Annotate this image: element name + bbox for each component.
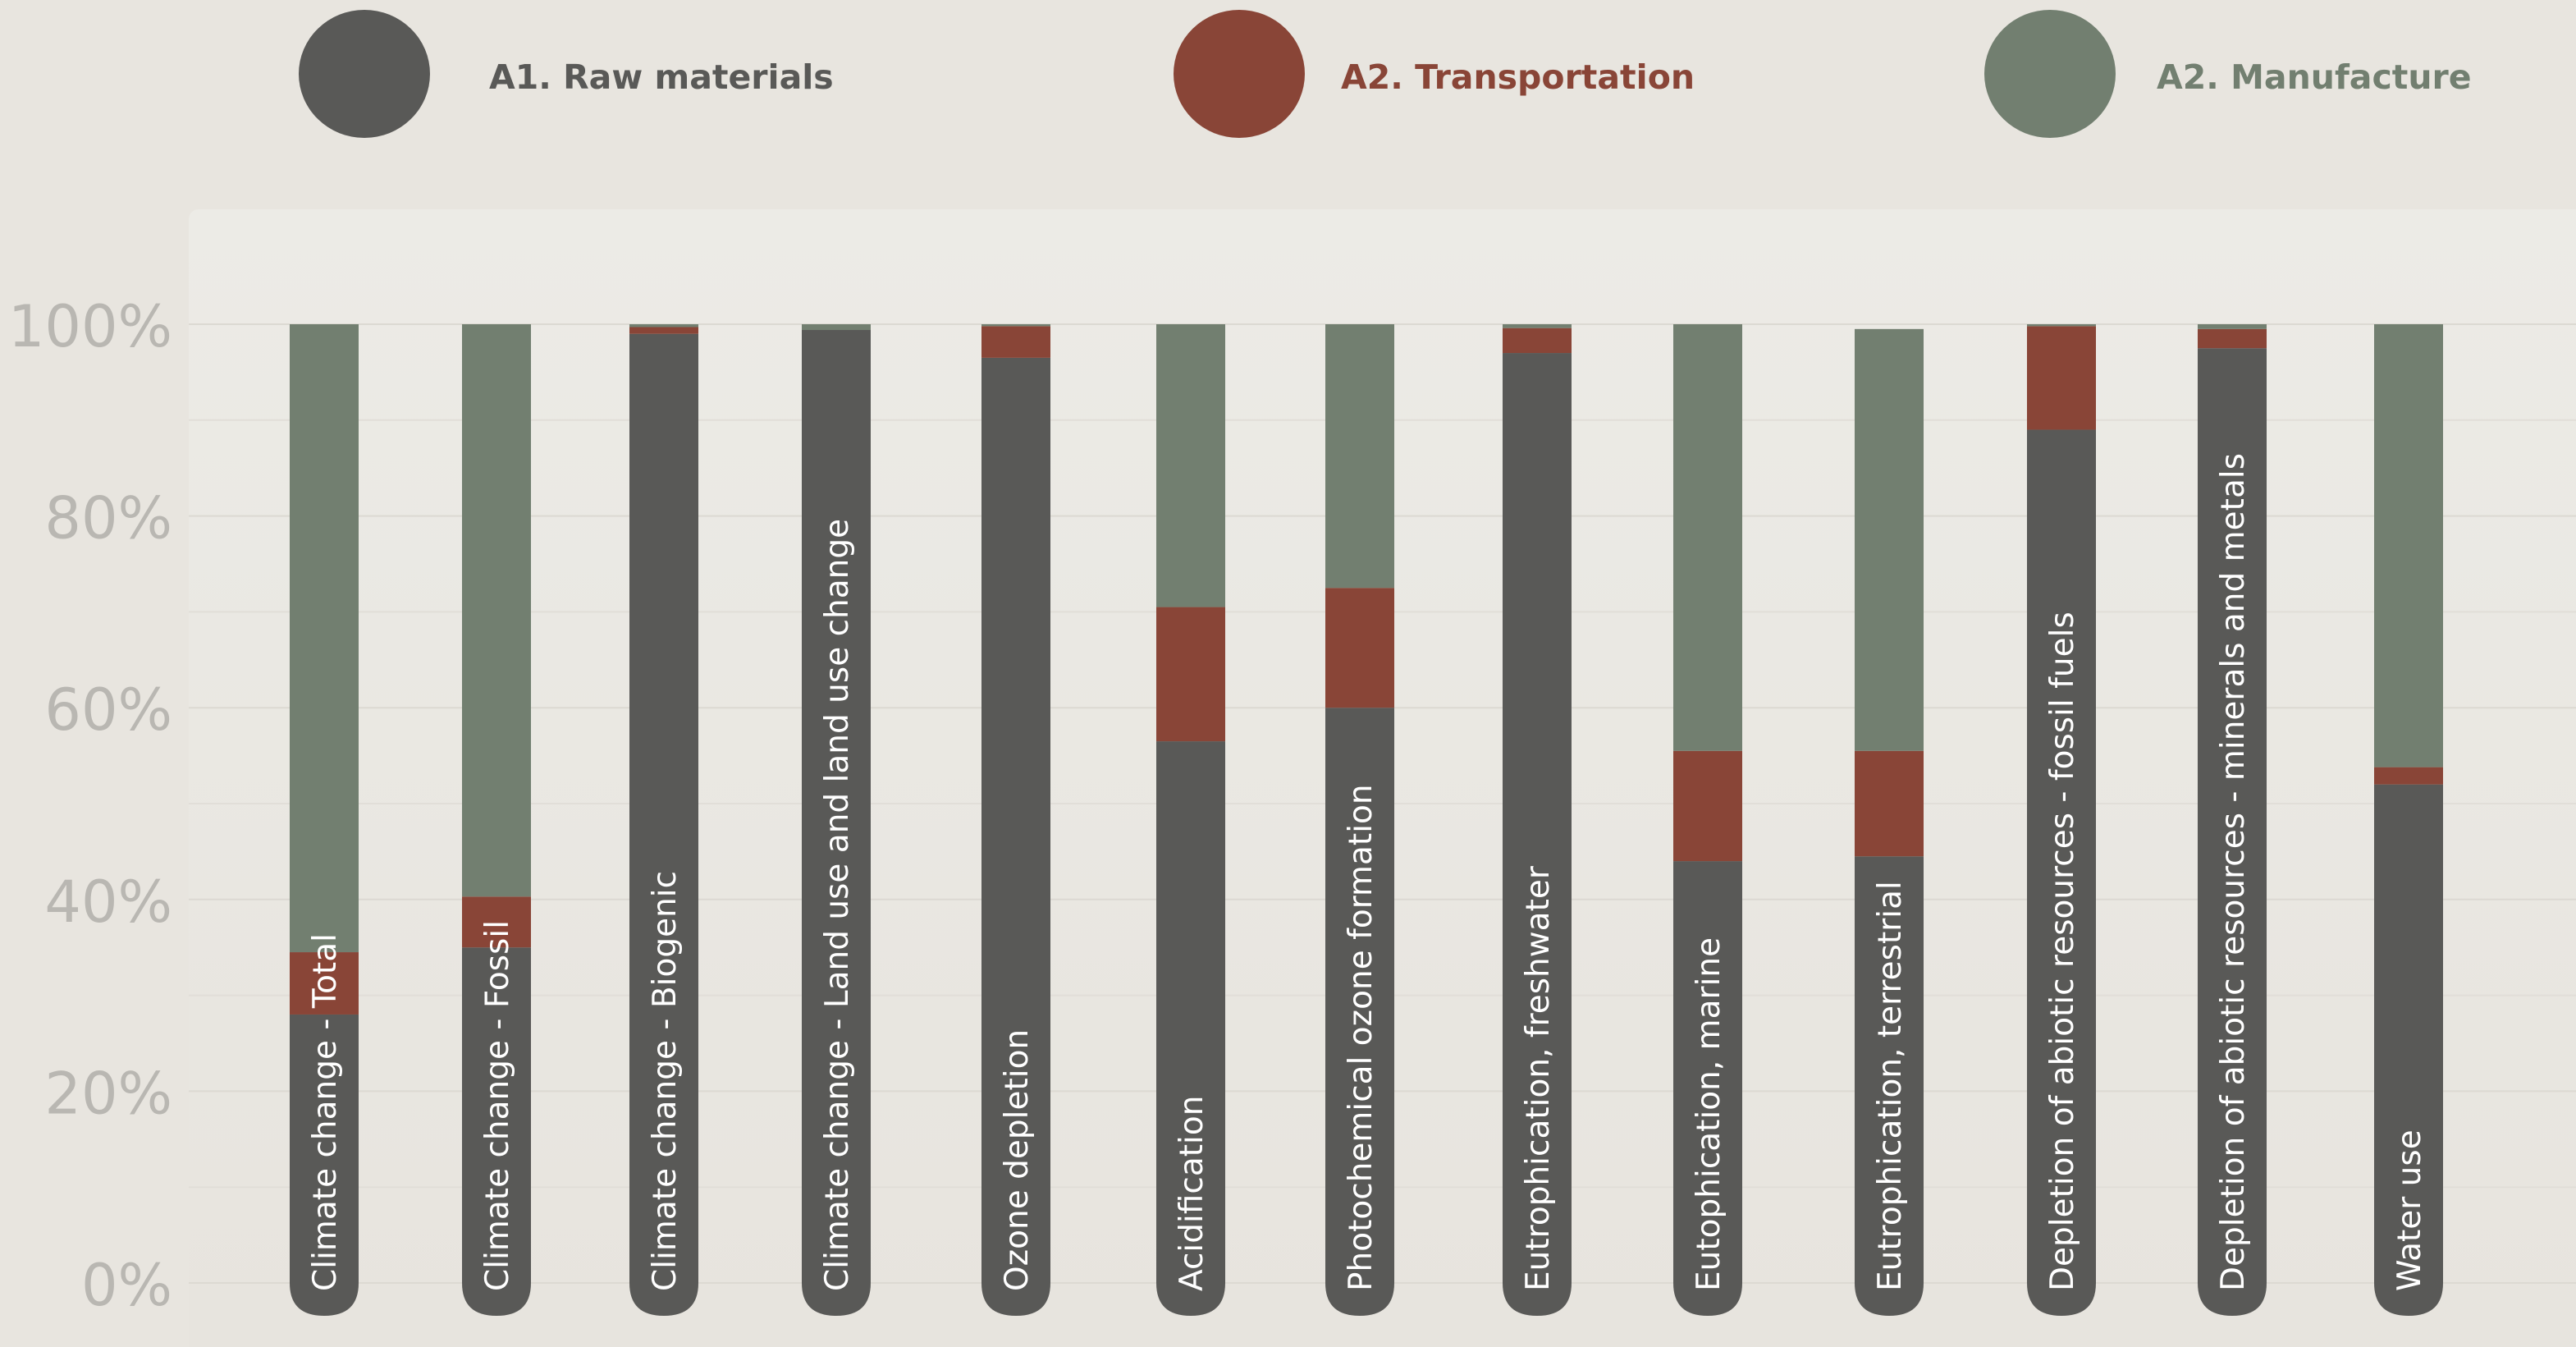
y-tick-label: 20%	[44, 1060, 172, 1127]
bar-segment-manufacture	[629, 324, 698, 328]
legend-swatch-raw-materials	[299, 10, 430, 138]
bar-cap	[1503, 1281, 1572, 1316]
bar-segment-raw-materials	[290, 1014, 359, 1283]
bar-segment-transportation	[290, 952, 359, 1015]
bar-segment-transportation	[462, 896, 531, 948]
bar-segment-transportation	[1325, 588, 1394, 708]
y-tick-label: 100%	[8, 293, 172, 360]
y-tick-label: 0%	[81, 1252, 172, 1319]
bar-segment-manufacture	[462, 324, 531, 897]
category-label: Climate change - Fossil	[479, 920, 516, 1291]
bar-group: Water use	[2374, 324, 2443, 1316]
bar-cap	[2374, 1281, 2443, 1316]
bar-segment-raw-materials	[2198, 348, 2267, 1284]
bar-segment-transportation	[1503, 328, 1572, 354]
category-label: Eutophication, marine	[1691, 937, 1727, 1291]
category-label: Climate change - Biogenic	[647, 871, 684, 1291]
bar-segment-raw-materials	[1325, 708, 1394, 1283]
bar-cap	[2198, 1281, 2267, 1316]
bar-segment-manufacture	[1855, 328, 1924, 751]
bar-cap	[1673, 1281, 1742, 1316]
bar-group: Eutrophication, terrestrial	[1855, 328, 1924, 1316]
bar-segment-manufacture	[2027, 324, 2096, 327]
bar-group: Ozone depletion	[981, 324, 1050, 1316]
bar-segment-raw-materials	[981, 357, 1050, 1283]
category-label: Climate change - Total	[307, 933, 344, 1291]
category-label: Water use	[2391, 1129, 2428, 1291]
legend-swatch-manufacture	[1984, 10, 2116, 138]
bar-cap	[629, 1281, 698, 1316]
bar-segment-raw-materials	[1855, 856, 1924, 1283]
bar-group: Climate change - Land use and land use c…	[802, 324, 871, 1316]
legend-label-transportation: A2. Transportation	[1341, 57, 1695, 97]
bar-segment-raw-materials	[2374, 784, 2443, 1283]
bar-cap	[462, 1281, 531, 1316]
bar-cap	[802, 1281, 871, 1316]
chart-legend: A1. Raw materials A2. Transportation A2.…	[0, 0, 2576, 148]
bar-segment-transportation	[1855, 750, 1924, 857]
bar-segment-manufacture	[290, 324, 359, 953]
bar-group: Photochemical ozone formation	[1325, 324, 1394, 1316]
legend-label-raw-materials: A1. Raw materials	[489, 57, 834, 97]
y-tick-label: 80%	[44, 485, 172, 552]
bar-segment-transportation	[1156, 607, 1225, 742]
legend-label-manufacture: A2. Manufacture	[2157, 57, 2472, 97]
bar-segment-manufacture	[1156, 324, 1225, 607]
bar-cap	[290, 1281, 359, 1316]
bar-segment-raw-materials	[462, 947, 531, 1283]
bar-segment-transportation	[2027, 326, 2096, 430]
bar-segment-raw-materials	[629, 333, 698, 1284]
bar-segment-manufacture	[1325, 324, 1394, 589]
bar-group: Depletion of abiotic resources - mineral…	[2198, 324, 2267, 1316]
category-label: Ozone depletion	[999, 1029, 1036, 1291]
bar-group: Climate change - Fossil	[462, 324, 531, 1316]
category-label: Climate change - Land use and land use c…	[819, 519, 856, 1291]
bar-group: Climate change - Biogenic	[629, 324, 698, 1316]
bar-group: Depletion of abiotic resources - fossil …	[2027, 324, 2096, 1316]
legend-swatch-transportation	[1174, 10, 1305, 138]
bar-segment-manufacture	[981, 324, 1050, 327]
bar-cap	[1325, 1281, 1394, 1316]
bar-segment-transportation	[2374, 767, 2443, 785]
bar-segment-manufacture	[1503, 324, 1572, 328]
category-label: Acidification	[1174, 1096, 1210, 1291]
bar-segment-manufacture	[802, 324, 871, 331]
bar-segment-transportation	[2198, 328, 2267, 349]
bar-segment-manufacture	[2374, 324, 2443, 767]
bar-segment-raw-materials	[1673, 861, 1742, 1283]
bar-group: Climate change - Total	[290, 324, 359, 1316]
bar-segment-manufacture	[1673, 324, 1742, 751]
category-label: Eutrophication, freshwater	[1520, 865, 1557, 1291]
bar-segment-raw-materials	[802, 330, 871, 1283]
bar-segment-transportation	[1673, 750, 1742, 862]
category-label: Eutrophication, terrestrial	[1872, 881, 1909, 1291]
bar-segment-transportation	[981, 326, 1050, 358]
bar-group: Eutrophication, freshwater	[1503, 324, 1572, 1316]
bar-segment-raw-materials	[1156, 741, 1225, 1283]
category-label: Depletion of abiotic resources - mineral…	[2215, 453, 2252, 1291]
bar-group: Acidification	[1156, 324, 1225, 1316]
category-label: Photochemical ozone formation	[1343, 784, 1380, 1291]
bar-segment-raw-materials	[2027, 429, 2096, 1283]
bar-segment-raw-materials	[1503, 353, 1572, 1283]
bar-cap	[981, 1281, 1050, 1316]
bar-segment-manufacture	[2198, 324, 2267, 329]
bar-cap	[2027, 1281, 2096, 1316]
bar-cap	[1855, 1281, 1924, 1316]
y-tick-label: 40%	[44, 868, 172, 936]
category-label: Depletion of abiotic resources - fossil …	[2044, 612, 2081, 1291]
bar-cap	[1156, 1281, 1225, 1316]
bar-segment-transportation	[629, 327, 698, 334]
y-tick-label: 60%	[44, 676, 172, 744]
bar-group: Eutophication, marine	[1673, 324, 1742, 1316]
